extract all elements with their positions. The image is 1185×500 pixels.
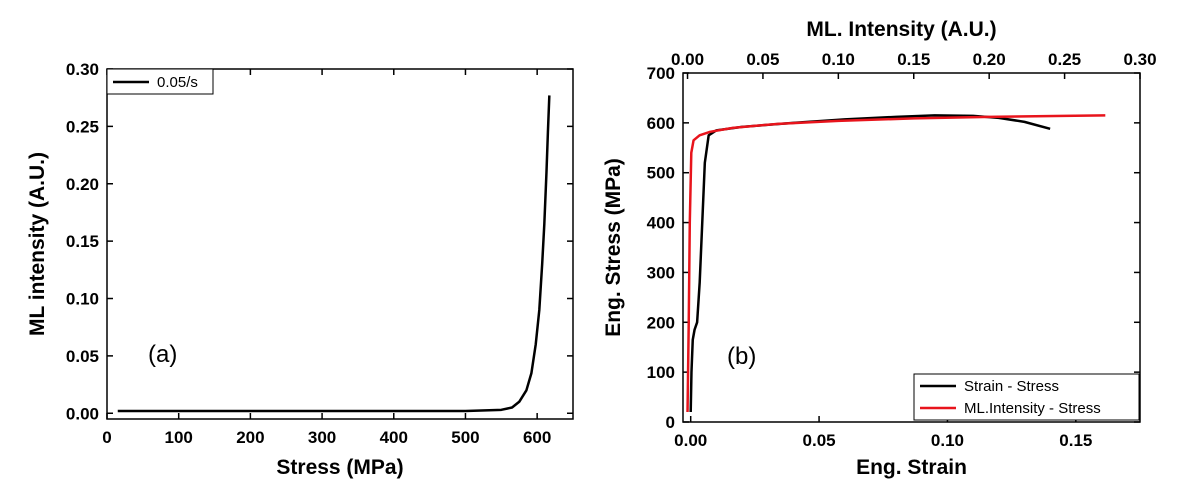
y-axis-label: ML intensity (A.U.): [26, 152, 49, 336]
plot-frame: [682, 72, 1141, 423]
x-axis-label: Eng. Strain: [856, 456, 967, 479]
x-tick-label: 400: [380, 428, 408, 447]
panel-label-a: (a): [148, 341, 177, 368]
panel-label-b: (b): [727, 343, 756, 370]
x-axis-label: Stress (MPa): [276, 456, 403, 479]
y-tick-label: 0: [666, 413, 675, 432]
series-line-0: [117, 95, 551, 413]
x2-axis-label: ML. Intensity (A.U.): [806, 18, 996, 41]
y-tick-label: 200: [647, 313, 675, 332]
x-tick-label: 0.05: [803, 431, 836, 450]
y-tick-label: 0.05: [66, 347, 99, 366]
y-tick-label: 0.10: [66, 290, 99, 309]
panel-b-chart: 0.00 0.05 0.10 0.15 0.00 0.05 0.10 0.15 0.20 0.25…: [602, 18, 1157, 479]
x-tick-label: 0: [102, 428, 111, 447]
x2-tick-label: 0.05: [746, 50, 779, 69]
x2-tick-label: 0.10: [822, 50, 855, 69]
x-tick-label: 300: [308, 428, 336, 447]
y-tick-label: 100: [647, 363, 675, 382]
x-tick-label: 600: [523, 428, 551, 447]
legend-box: [913, 373, 1140, 421]
y-tick-label: 0.30: [66, 60, 99, 79]
x-tick-label: 0.10: [931, 431, 964, 450]
y-tick-label: 0.25: [66, 117, 99, 136]
y-tick-label: 500: [647, 164, 675, 183]
x-tick-label: 100: [165, 428, 193, 447]
y-tick-label: 600: [647, 114, 675, 133]
x2-tick-label: 0.30: [1123, 50, 1156, 69]
legend-label-0: Strain - Stress: [964, 378, 1059, 395]
x-tick-label: 500: [451, 428, 479, 447]
x-tick-label: 0.15: [1059, 431, 1092, 450]
panel-a-chart: 0 100 200 300 400 500 600 0.00 0.05 0.10 0.15 0.20 0…: [26, 60, 574, 479]
plot-frame: [106, 68, 574, 420]
y-tick-label: 0.20: [66, 175, 99, 194]
x-tick-label: 200: [236, 428, 264, 447]
y-tick-label: 700: [647, 64, 675, 83]
x2-tick-label: 0.25: [1048, 50, 1081, 69]
series-line-1: [686, 114, 1106, 413]
y-tick-label: 300: [647, 263, 675, 282]
y-tick-label: 400: [647, 214, 675, 233]
x2-tick-label: 0.15: [897, 50, 930, 69]
y-tick-label: 0.15: [66, 232, 99, 251]
legend-label: 0.05/s: [157, 74, 198, 91]
x2-tick-label: 0.00: [671, 50, 704, 69]
legend-label-1: ML.Intensity - Stress: [964, 400, 1101, 417]
x-tick-label: 0.00: [674, 431, 707, 450]
y-tick-label: 0.00: [66, 404, 99, 423]
y-axis-label: Eng. Stress (MPa): [602, 158, 625, 337]
x2-tick-label: 0.20: [973, 50, 1006, 69]
